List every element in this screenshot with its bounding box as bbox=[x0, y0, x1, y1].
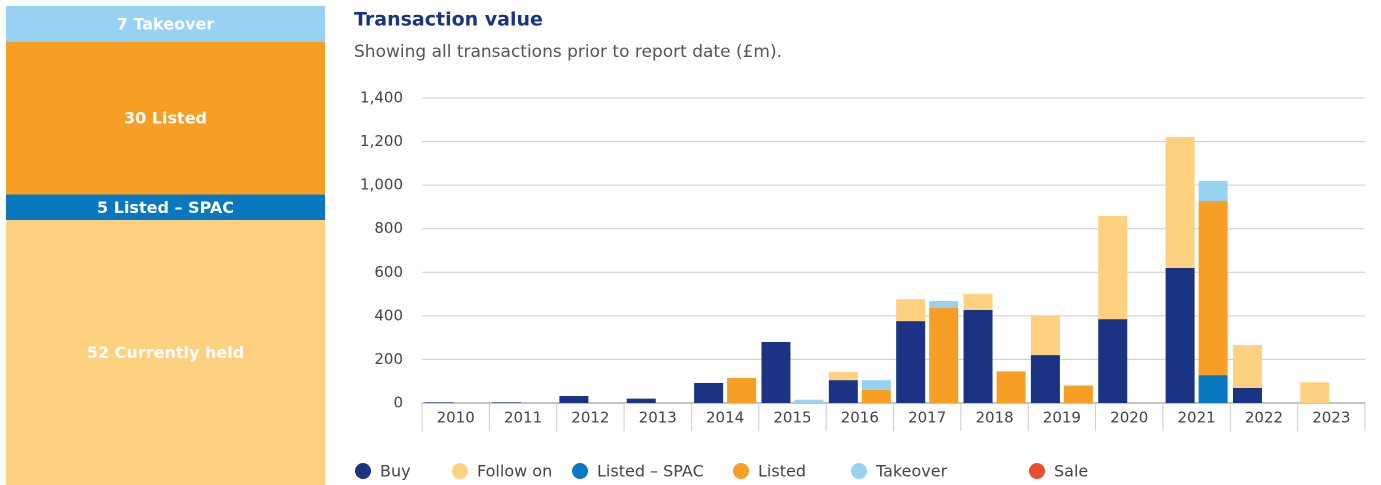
x-tick-label: 2016 bbox=[841, 409, 879, 427]
y-tick-label: 400 bbox=[374, 306, 403, 324]
bar-segment bbox=[559, 396, 589, 403]
bar-segment bbox=[626, 398, 656, 403]
bar-segment bbox=[1198, 375, 1228, 403]
bar-segment bbox=[963, 309, 993, 403]
legend-label: Buy bbox=[380, 462, 411, 481]
bar-segment bbox=[761, 342, 791, 403]
bar-segment bbox=[896, 299, 926, 322]
y-tick-label: 1,400 bbox=[360, 89, 403, 107]
x-tick-label: 2021 bbox=[1178, 409, 1216, 427]
block-label: 30 Listed bbox=[124, 109, 207, 128]
bar-segment bbox=[1030, 315, 1060, 356]
bar-segment bbox=[1165, 136, 1195, 268]
bar-segment bbox=[727, 377, 757, 403]
bar-segment bbox=[694, 382, 724, 403]
bar-segment bbox=[996, 371, 1026, 403]
x-tick-label: 2013 bbox=[639, 409, 677, 427]
x-tick-label: 2014 bbox=[706, 409, 744, 427]
legend-marker bbox=[1029, 463, 1045, 479]
bar-segment bbox=[794, 399, 824, 403]
block-segment bbox=[6, 41, 325, 195]
bar-segment bbox=[828, 372, 858, 381]
x-tick-label: 2018 bbox=[975, 409, 1013, 427]
bar-segment bbox=[1098, 319, 1128, 403]
bar-segment bbox=[1232, 387, 1262, 403]
bar-segment bbox=[929, 301, 959, 309]
bar-segment bbox=[1232, 345, 1262, 388]
block-label: 52 Currently held bbox=[87, 343, 244, 362]
bar-segment bbox=[861, 389, 891, 403]
y-tick-label: 1,200 bbox=[360, 132, 403, 150]
legend-label: Listed – SPAC bbox=[597, 462, 704, 481]
block-segment bbox=[6, 6, 325, 42]
y-tick-label: 0 bbox=[393, 394, 403, 412]
bar-segment bbox=[1063, 385, 1093, 403]
x-tick-label: 2019 bbox=[1043, 409, 1081, 427]
x-tick-label: 2022 bbox=[1245, 409, 1283, 427]
block-label: 5 Listed – SPAC bbox=[97, 198, 234, 217]
block-segment bbox=[6, 220, 325, 485]
y-tick-label: 800 bbox=[374, 219, 403, 237]
legend-marker bbox=[851, 463, 867, 479]
bar-segment bbox=[1165, 267, 1195, 403]
y-tick-label: 600 bbox=[374, 263, 403, 281]
bar-segment bbox=[896, 321, 926, 403]
bar-segment bbox=[828, 380, 858, 403]
y-tick-label: 1,000 bbox=[360, 176, 403, 194]
legend-label: Takeover bbox=[875, 462, 948, 481]
legend-marker bbox=[733, 463, 749, 479]
x-tick-label: 2015 bbox=[773, 409, 811, 427]
chart-subtitle: Showing all transactions prior to report… bbox=[354, 42, 782, 62]
legend-label: Sale bbox=[1054, 462, 1088, 481]
block-label: 7 Takeover bbox=[117, 14, 215, 33]
bar-segment bbox=[861, 380, 891, 390]
x-tick-label: 2020 bbox=[1110, 409, 1148, 427]
legend-marker bbox=[452, 463, 468, 479]
x-tick-label: 2010 bbox=[437, 409, 475, 427]
legend-label: Listed bbox=[758, 462, 806, 481]
bar-segment bbox=[963, 294, 993, 310]
bar-segment bbox=[1198, 201, 1228, 376]
chart-title: Transaction value bbox=[354, 9, 543, 31]
bar-segment bbox=[929, 308, 959, 403]
bar-segment bbox=[1300, 382, 1330, 403]
legend-label: Follow on bbox=[477, 462, 552, 481]
block-segment bbox=[6, 194, 325, 221]
y-tick-label: 200 bbox=[374, 350, 403, 368]
bar-segment bbox=[1030, 355, 1060, 403]
x-tick-label: 2012 bbox=[571, 409, 609, 427]
legend-marker bbox=[355, 463, 371, 479]
bar-segment bbox=[1198, 181, 1228, 202]
legend-marker bbox=[572, 463, 588, 479]
bar-segment bbox=[1098, 216, 1128, 320]
x-tick-label: 2023 bbox=[1312, 409, 1350, 427]
x-tick-label: 2011 bbox=[504, 409, 542, 427]
bar-segment bbox=[424, 402, 454, 403]
x-tick-label: 2017 bbox=[908, 409, 946, 427]
bar-segment bbox=[492, 402, 522, 403]
